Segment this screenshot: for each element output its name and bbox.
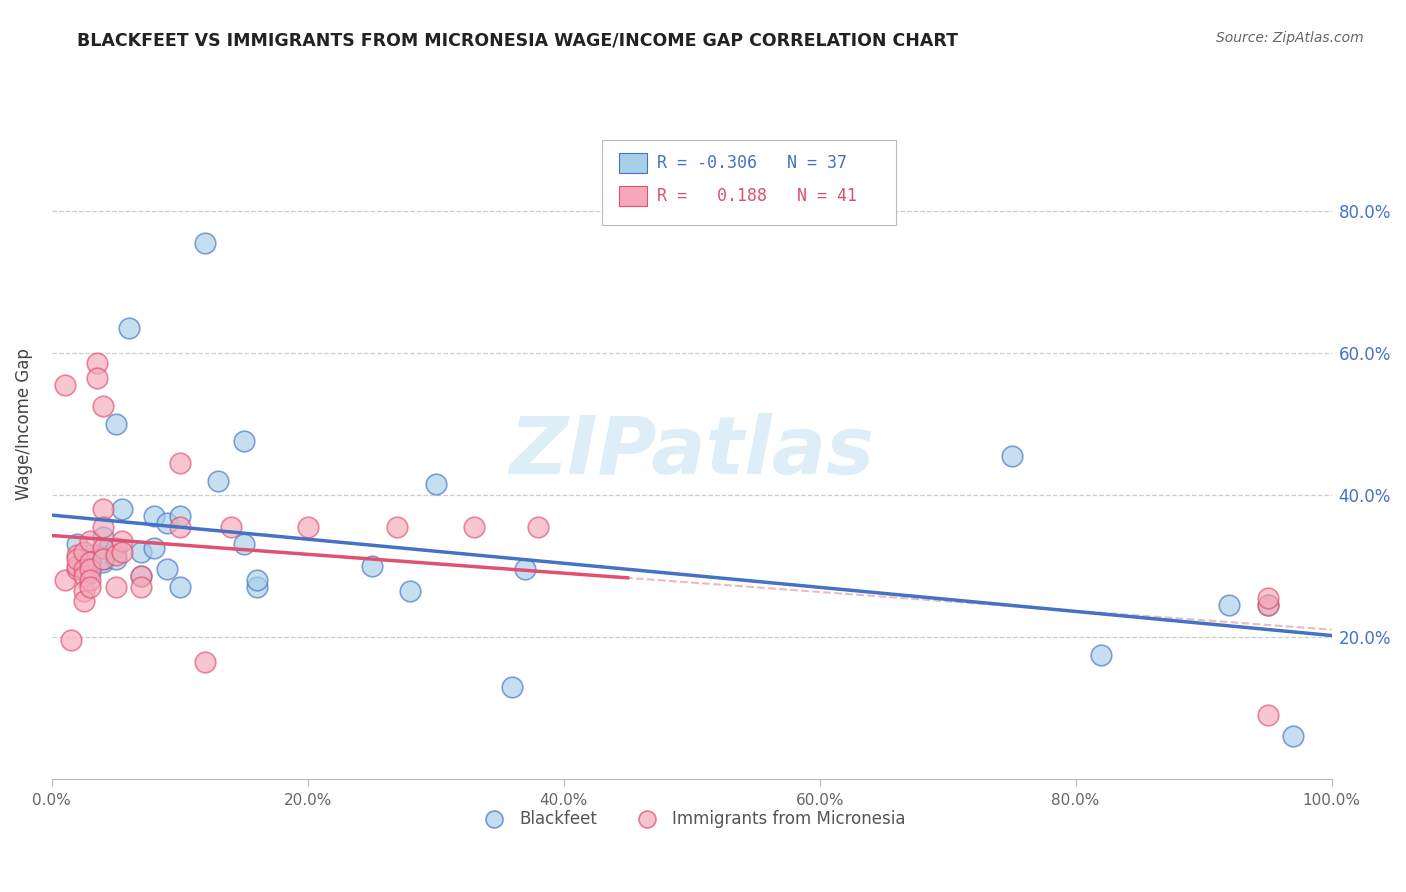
Y-axis label: Wage/Income Gap: Wage/Income Gap — [15, 348, 32, 500]
Text: ZIPatlas: ZIPatlas — [509, 413, 875, 491]
Text: BLACKFEET VS IMMIGRANTS FROM MICRONESIA WAGE/INCOME GAP CORRELATION CHART: BLACKFEET VS IMMIGRANTS FROM MICRONESIA … — [77, 31, 959, 49]
Point — [1257, 591, 1279, 605]
Text: R = -0.306   N = 37: R = -0.306 N = 37 — [657, 154, 846, 172]
Point — [463, 520, 485, 534]
Point — [86, 356, 108, 370]
Point — [194, 235, 217, 250]
Point — [73, 544, 96, 558]
Point — [156, 516, 179, 531]
Point — [104, 580, 127, 594]
Point — [79, 580, 101, 594]
Point — [297, 520, 319, 534]
Point — [1218, 598, 1240, 612]
Point — [79, 573, 101, 587]
Point — [73, 594, 96, 608]
Point — [66, 548, 89, 562]
Point — [1257, 708, 1279, 723]
Point — [501, 680, 523, 694]
Point — [399, 583, 422, 598]
Point — [91, 530, 114, 544]
Bar — [619, 186, 647, 206]
Point — [104, 541, 127, 555]
Point — [86, 370, 108, 384]
Point — [91, 399, 114, 413]
Point — [1257, 598, 1279, 612]
Point — [53, 573, 76, 587]
Point — [117, 321, 139, 335]
Point — [219, 520, 242, 534]
Point — [156, 562, 179, 576]
Point — [143, 541, 166, 555]
Point — [131, 569, 153, 583]
Point — [79, 562, 101, 576]
Point — [59, 633, 82, 648]
Point — [53, 377, 76, 392]
Point — [91, 544, 114, 558]
Point — [1282, 729, 1305, 743]
Point — [169, 520, 191, 534]
Point — [169, 580, 191, 594]
Point — [131, 580, 153, 594]
Point — [360, 558, 382, 573]
Point — [1257, 598, 1279, 612]
Point — [66, 537, 89, 551]
Point — [79, 555, 101, 569]
Point — [66, 562, 89, 576]
Point — [169, 456, 191, 470]
Point — [387, 520, 409, 534]
Point — [91, 520, 114, 534]
Point — [79, 555, 101, 569]
Point — [131, 569, 153, 583]
Point — [91, 551, 114, 566]
Point — [111, 502, 134, 516]
Point — [104, 417, 127, 431]
Text: Source: ZipAtlas.com: Source: ZipAtlas.com — [1216, 31, 1364, 45]
Point — [111, 533, 134, 548]
Point — [1000, 449, 1022, 463]
Point — [91, 541, 114, 555]
Point — [207, 474, 229, 488]
Point — [425, 477, 447, 491]
Point — [111, 544, 134, 558]
Point — [104, 548, 127, 562]
Point — [91, 502, 114, 516]
Point — [91, 551, 114, 566]
Point — [73, 562, 96, 576]
Point — [104, 551, 127, 566]
Point — [79, 548, 101, 562]
Point — [245, 573, 267, 587]
Point — [232, 434, 254, 449]
Point — [169, 509, 191, 524]
Point — [131, 544, 153, 558]
Legend: Blackfeet, Immigrants from Micronesia: Blackfeet, Immigrants from Micronesia — [471, 803, 912, 835]
Point — [232, 537, 254, 551]
Point — [66, 551, 89, 566]
Point — [194, 655, 217, 669]
Point — [73, 569, 96, 583]
Point — [79, 566, 101, 580]
Text: R =   0.188   N = 41: R = 0.188 N = 41 — [657, 186, 858, 204]
Point — [515, 562, 537, 576]
Point — [73, 583, 96, 598]
Point — [79, 533, 101, 548]
Point — [245, 580, 267, 594]
Point — [143, 509, 166, 524]
Point — [1090, 648, 1112, 662]
Point — [527, 520, 550, 534]
Bar — [619, 153, 647, 173]
Point — [91, 555, 114, 569]
Point — [66, 558, 89, 573]
FancyBboxPatch shape — [602, 139, 897, 225]
